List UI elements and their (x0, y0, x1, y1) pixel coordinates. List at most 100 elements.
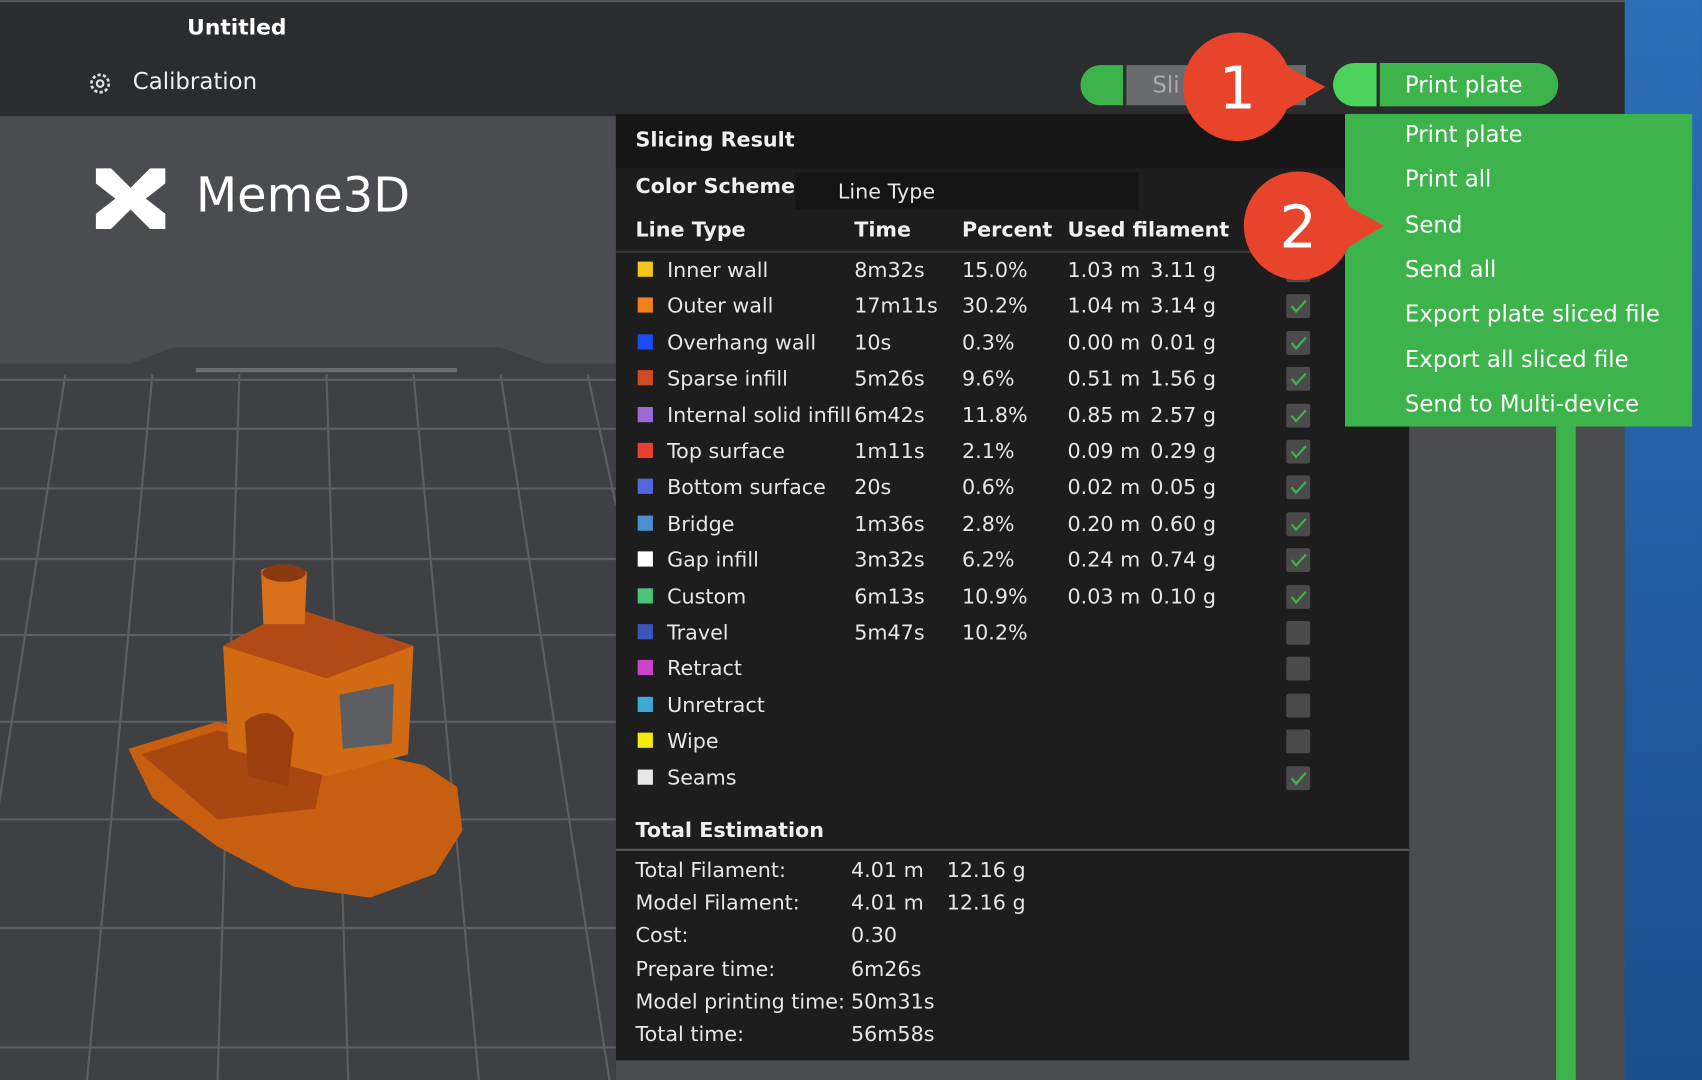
menu-item[interactable]: Print all (1404, 166, 1492, 193)
line-type-percent: 9.6% (961, 367, 1015, 391)
line-type-time: 20s (854, 475, 892, 500)
total-label: Total time: (635, 1022, 745, 1047)
line-type-percent: 11.8% (961, 403, 1028, 428)
column-header: Time (854, 218, 912, 243)
line-type-percent: 10.9% (961, 584, 1028, 609)
color-swatch (637, 732, 653, 749)
visibility-checkbox[interactable] (1286, 765, 1311, 790)
line-type-name: Travel (667, 620, 729, 645)
print-menu: Print plate Print all Send Send all Export p… (1345, 113, 1693, 427)
color-scheme-value[interactable]: Line Type (837, 180, 936, 205)
column-header: Line Type (635, 218, 746, 243)
line-type-name: Internal solid infill (667, 403, 852, 428)
line-type-percent: 6.2% (961, 548, 1015, 573)
line-type-name: Top surface (667, 439, 785, 464)
logo-icon (95, 168, 166, 230)
slice-dropdown-arrow[interactable] (1080, 65, 1124, 106)
visibility-checkbox[interactable] (1286, 330, 1311, 355)
line-type-length: 0.51 m (1067, 367, 1141, 391)
build-plate (0, 347, 617, 1080)
color-swatch (637, 297, 653, 314)
step-badge: 2 (1280, 194, 1317, 262)
line-type-weight: 0.05 g (1150, 475, 1216, 500)
visibility-checkbox[interactable] (1286, 548, 1311, 573)
total-label: Cost: (635, 924, 689, 948)
menu-item[interactable]: Print plate (1404, 121, 1523, 148)
badges: 12 (1182, 32, 1385, 281)
line-type-length: 0.09 m (1067, 439, 1141, 464)
color-swatch (637, 261, 653, 277)
visibility-checkbox[interactable] (1286, 620, 1311, 645)
line-type-time: 5m26s (854, 367, 925, 391)
menu-item[interactable]: Send (1404, 211, 1463, 238)
total-label: Prepare time: (635, 956, 776, 981)
line-type-percent: 30.2% (961, 294, 1028, 319)
menu-item[interactable]: Export all sliced file (1404, 345, 1629, 372)
color-swatch (637, 442, 653, 459)
line-type-weight: 3.14 g (1150, 294, 1216, 319)
color-swatch (637, 406, 653, 422)
total-value: 56m58s (850, 1022, 935, 1047)
line-type-time: 3m32s (854, 548, 925, 573)
color-swatch (637, 587, 653, 604)
total-estimation-title: Total Estimation (635, 818, 824, 843)
line-type-weight: 2.57 g (1150, 403, 1216, 428)
step-badge: 1 (1219, 55, 1256, 123)
visibility-checkbox[interactable] (1286, 439, 1311, 464)
line-type-name: Inner wall (667, 258, 769, 283)
line-type-name: Retract (667, 657, 742, 681)
menu-item[interactable]: Send to Multi-device (1404, 390, 1640, 417)
visibility-checkbox[interactable] (1286, 657, 1311, 681)
line-type-percent: 0.6% (961, 475, 1015, 500)
color-swatch (637, 624, 653, 640)
visibility-checkbox[interactable] (1286, 294, 1311, 319)
line-type-weight: 1.56 g (1150, 367, 1216, 391)
total-value: 6m26s (850, 956, 922, 981)
line-type-length: 0.00 m (1067, 330, 1141, 355)
total-label: Model printing time: (635, 989, 845, 1014)
print-plate-button[interactable]: Print plate (1379, 62, 1559, 107)
line-type-weight: 0.60 g (1150, 512, 1216, 536)
visibility-checkbox[interactable] (1286, 475, 1311, 500)
line-type-weight: 3.11 g (1150, 258, 1216, 283)
total-value: 12.16 g (946, 891, 1026, 916)
color-swatch (637, 769, 653, 785)
line-type-weight: 0.74 g (1150, 548, 1216, 573)
menu-item[interactable]: Send all (1404, 256, 1497, 283)
calibration-tab[interactable]: Calibration (132, 68, 258, 95)
visibility-checkbox[interactable] (1286, 584, 1311, 609)
color-scheme-select[interactable] (795, 172, 1139, 210)
line-type-percent: 10.2% (961, 620, 1028, 645)
line-type-time: 5m47s (854, 620, 925, 645)
visibility-checkbox[interactable] (1286, 367, 1311, 391)
line-type-length: 0.24 m (1067, 548, 1141, 573)
color-scheme-label: Color Scheme (635, 174, 796, 199)
green-side-bar (1556, 426, 1576, 1080)
visibility-checkbox[interactable] (1286, 512, 1311, 536)
line-type-time: 17m11s (854, 294, 938, 319)
visibility-checkbox[interactable] (1286, 403, 1311, 428)
print-dropdown-arrow[interactable] (1333, 62, 1377, 107)
line-type-weight: 0.10 g (1150, 584, 1216, 609)
total-value: 4.01 m (850, 891, 924, 916)
gear-icon (90, 73, 111, 94)
total-label: Model Filament: (635, 891, 800, 916)
total-value: 0.30 (850, 924, 898, 948)
line-type-weight: 0.29 g (1150, 439, 1216, 464)
column-header: Percent (961, 218, 1053, 243)
color-swatch (637, 479, 653, 495)
visibility-checkbox[interactable] (1286, 693, 1311, 718)
line-type-name: Bridge (667, 512, 735, 536)
visibility-checkbox[interactable] (1286, 729, 1311, 754)
total-value: 4.01 m (850, 858, 924, 883)
line-type-name: Seams (667, 765, 737, 790)
line-type-length: 1.04 m (1067, 294, 1141, 319)
line-type-time: 1m36s (854, 512, 925, 536)
line-type-percent: 0.3% (961, 330, 1015, 355)
line-type-weight: 0.01 g (1150, 330, 1216, 355)
color-swatch (637, 660, 653, 676)
menu-item[interactable]: Export plate sliced file (1404, 300, 1660, 327)
line-type-time: 6m13s (854, 584, 925, 609)
line-type-time: 6m42s (854, 403, 925, 428)
